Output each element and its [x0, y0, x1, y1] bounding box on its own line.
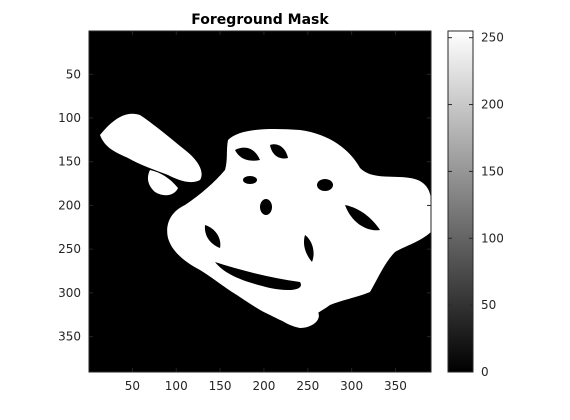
y-tick-label: 350: [58, 330, 81, 344]
y-tick-label: 150: [58, 155, 81, 169]
y-axis-ticks: 50 100 150 200 250 300 350: [58, 67, 431, 344]
x-tick-label: 200: [252, 379, 275, 393]
x-tick-label: 150: [209, 379, 232, 393]
colorbar-ticks: 0 50 100 150 200 250: [448, 31, 504, 379]
x-tick-label: 100: [165, 379, 188, 393]
x-tick-label: 350: [384, 379, 407, 393]
mask-image: [89, 31, 431, 372]
y-tick-label: 100: [58, 111, 81, 125]
colorbar: [447, 30, 474, 373]
x-tick-label: 300: [340, 379, 363, 393]
colorbar-tick-label: 200: [481, 98, 504, 112]
plot-frame: [88, 30, 432, 373]
y-tick-label: 50: [66, 67, 81, 81]
y-tick-label: 200: [58, 198, 81, 212]
x-tick-label: 250: [296, 379, 319, 393]
y-tick-label: 300: [58, 286, 81, 300]
chart-title: Foreground Mask: [191, 12, 329, 28]
colorbar-tick-label: 0: [481, 365, 489, 379]
x-tick-label: 50: [125, 379, 140, 393]
colorbar-tick-label: 50: [481, 298, 496, 312]
x-axis-ticks: 50 100 150 200 250 300 350: [125, 31, 407, 393]
colorbar-tick-label: 100: [481, 231, 504, 245]
mask-holes: [204, 144, 380, 290]
y-tick-label: 250: [58, 242, 81, 256]
colorbar-tick-label: 150: [481, 164, 504, 178]
colorbar-tick-label: 250: [481, 31, 504, 45]
